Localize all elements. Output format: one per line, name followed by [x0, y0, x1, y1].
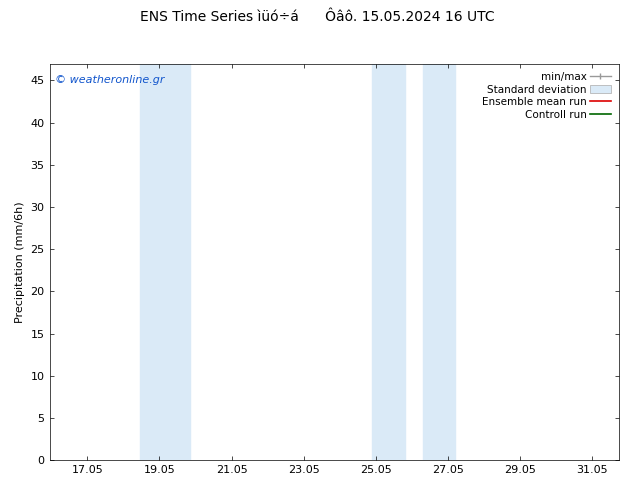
Bar: [139, 64, 190, 460]
Text: ENS Time Series ìüó÷á      Ôâô. 15.05.2024 16 UTC: ENS Time Series ìüó÷á Ôâô. 15.05.2024 16…: [139, 10, 495, 24]
Bar: [423, 64, 455, 460]
Legend: min/max, Standard deviation, Ensemble mean run, Controll run: min/max, Standard deviation, Ensemble me…: [479, 69, 614, 123]
Text: © weatheronline.gr: © weatheronline.gr: [55, 75, 165, 85]
Bar: [372, 64, 404, 460]
Y-axis label: Precipitation (mm/6h): Precipitation (mm/6h): [15, 201, 25, 323]
